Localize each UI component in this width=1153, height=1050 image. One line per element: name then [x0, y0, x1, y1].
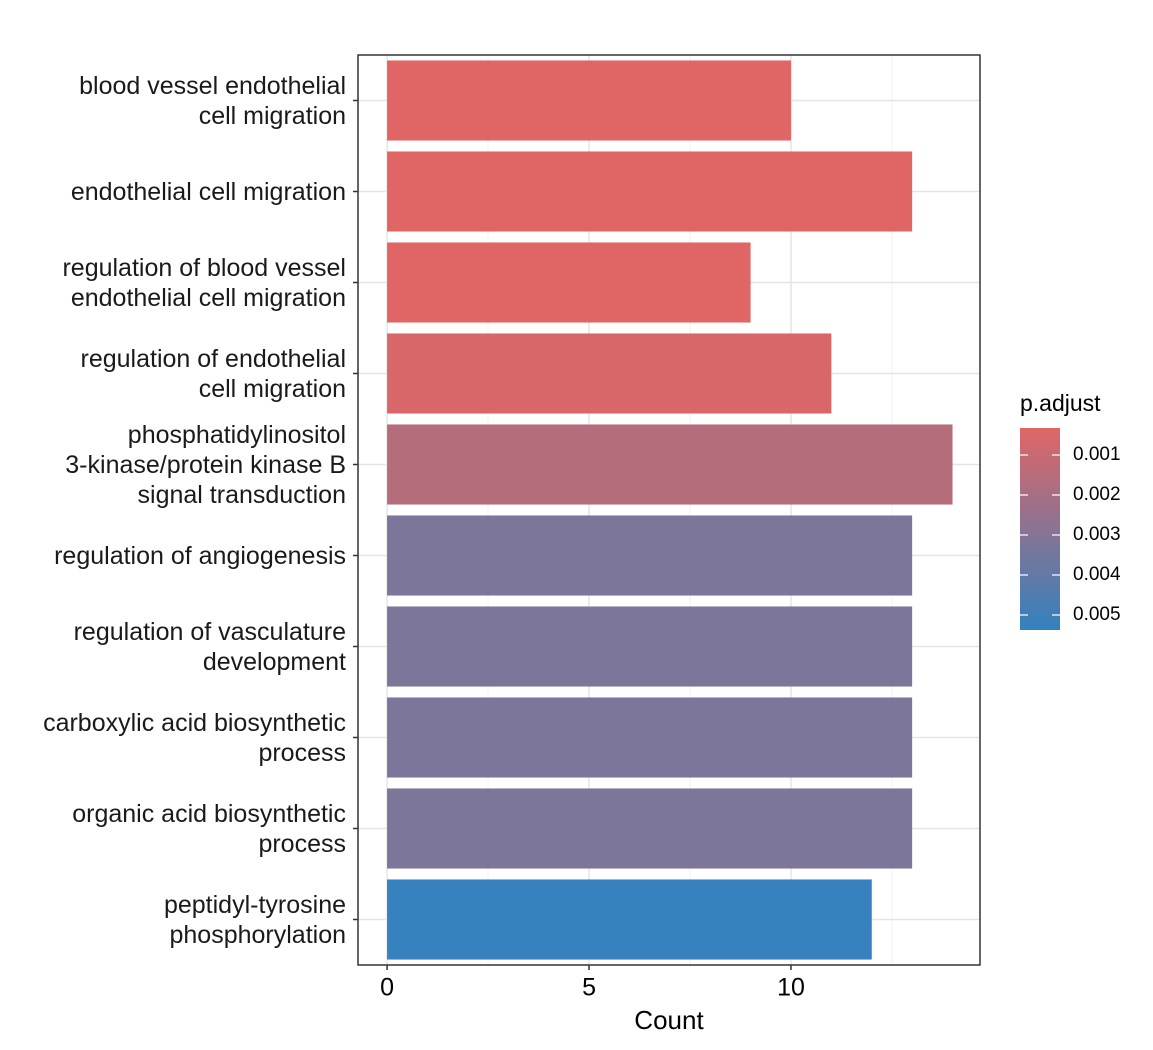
bar [387, 242, 751, 323]
y-tick-label: regulation of vasculature development [73, 617, 346, 676]
x-tick-label: 10 [777, 974, 805, 1002]
y-tick-label: carboxylic acid biosynthetic process [43, 708, 346, 767]
bar [387, 515, 913, 596]
y-tick-label: phosphatidylinositol 3-kinase/protein ki… [65, 420, 346, 509]
colorbar-tick-label: 0.002 [1073, 484, 1121, 505]
y-tick-label: organic acid biosynthetic process [72, 799, 346, 858]
bar [387, 879, 872, 960]
y-tick-label: blood vessel endothelial cell migration [79, 71, 346, 130]
colorbar-tick-label: 0.003 [1073, 524, 1121, 545]
bar [387, 333, 832, 414]
bar [387, 697, 913, 778]
bar [387, 606, 913, 687]
colorbar-tick-label: 0.001 [1073, 444, 1121, 465]
bar [387, 788, 913, 869]
x-axis-title: Count [634, 1005, 704, 1035]
colorbar-tick-label: 0.004 [1073, 564, 1121, 585]
y-tick-label: regulation of blood vessel endothelial c… [62, 253, 346, 312]
colorbar-tick-label: 0.005 [1073, 604, 1121, 625]
bar [387, 151, 913, 232]
bar [387, 424, 953, 505]
y-tick-label: peptidyl-tyrosine phosphorylation [163, 890, 346, 949]
panel-border [357, 54, 981, 966]
legend-title: p.adjust [1020, 390, 1101, 416]
bar [387, 60, 791, 141]
colorbar [1020, 428, 1060, 630]
x-tick-label: 5 [582, 974, 596, 1002]
x-tick-label: 0 [380, 974, 394, 1002]
y-tick-label: regulation of angiogenesis [54, 541, 346, 570]
y-tick-label: endothelial cell migration [70, 177, 346, 206]
y-tick-label: regulation of endothelial cell migration [80, 344, 346, 403]
